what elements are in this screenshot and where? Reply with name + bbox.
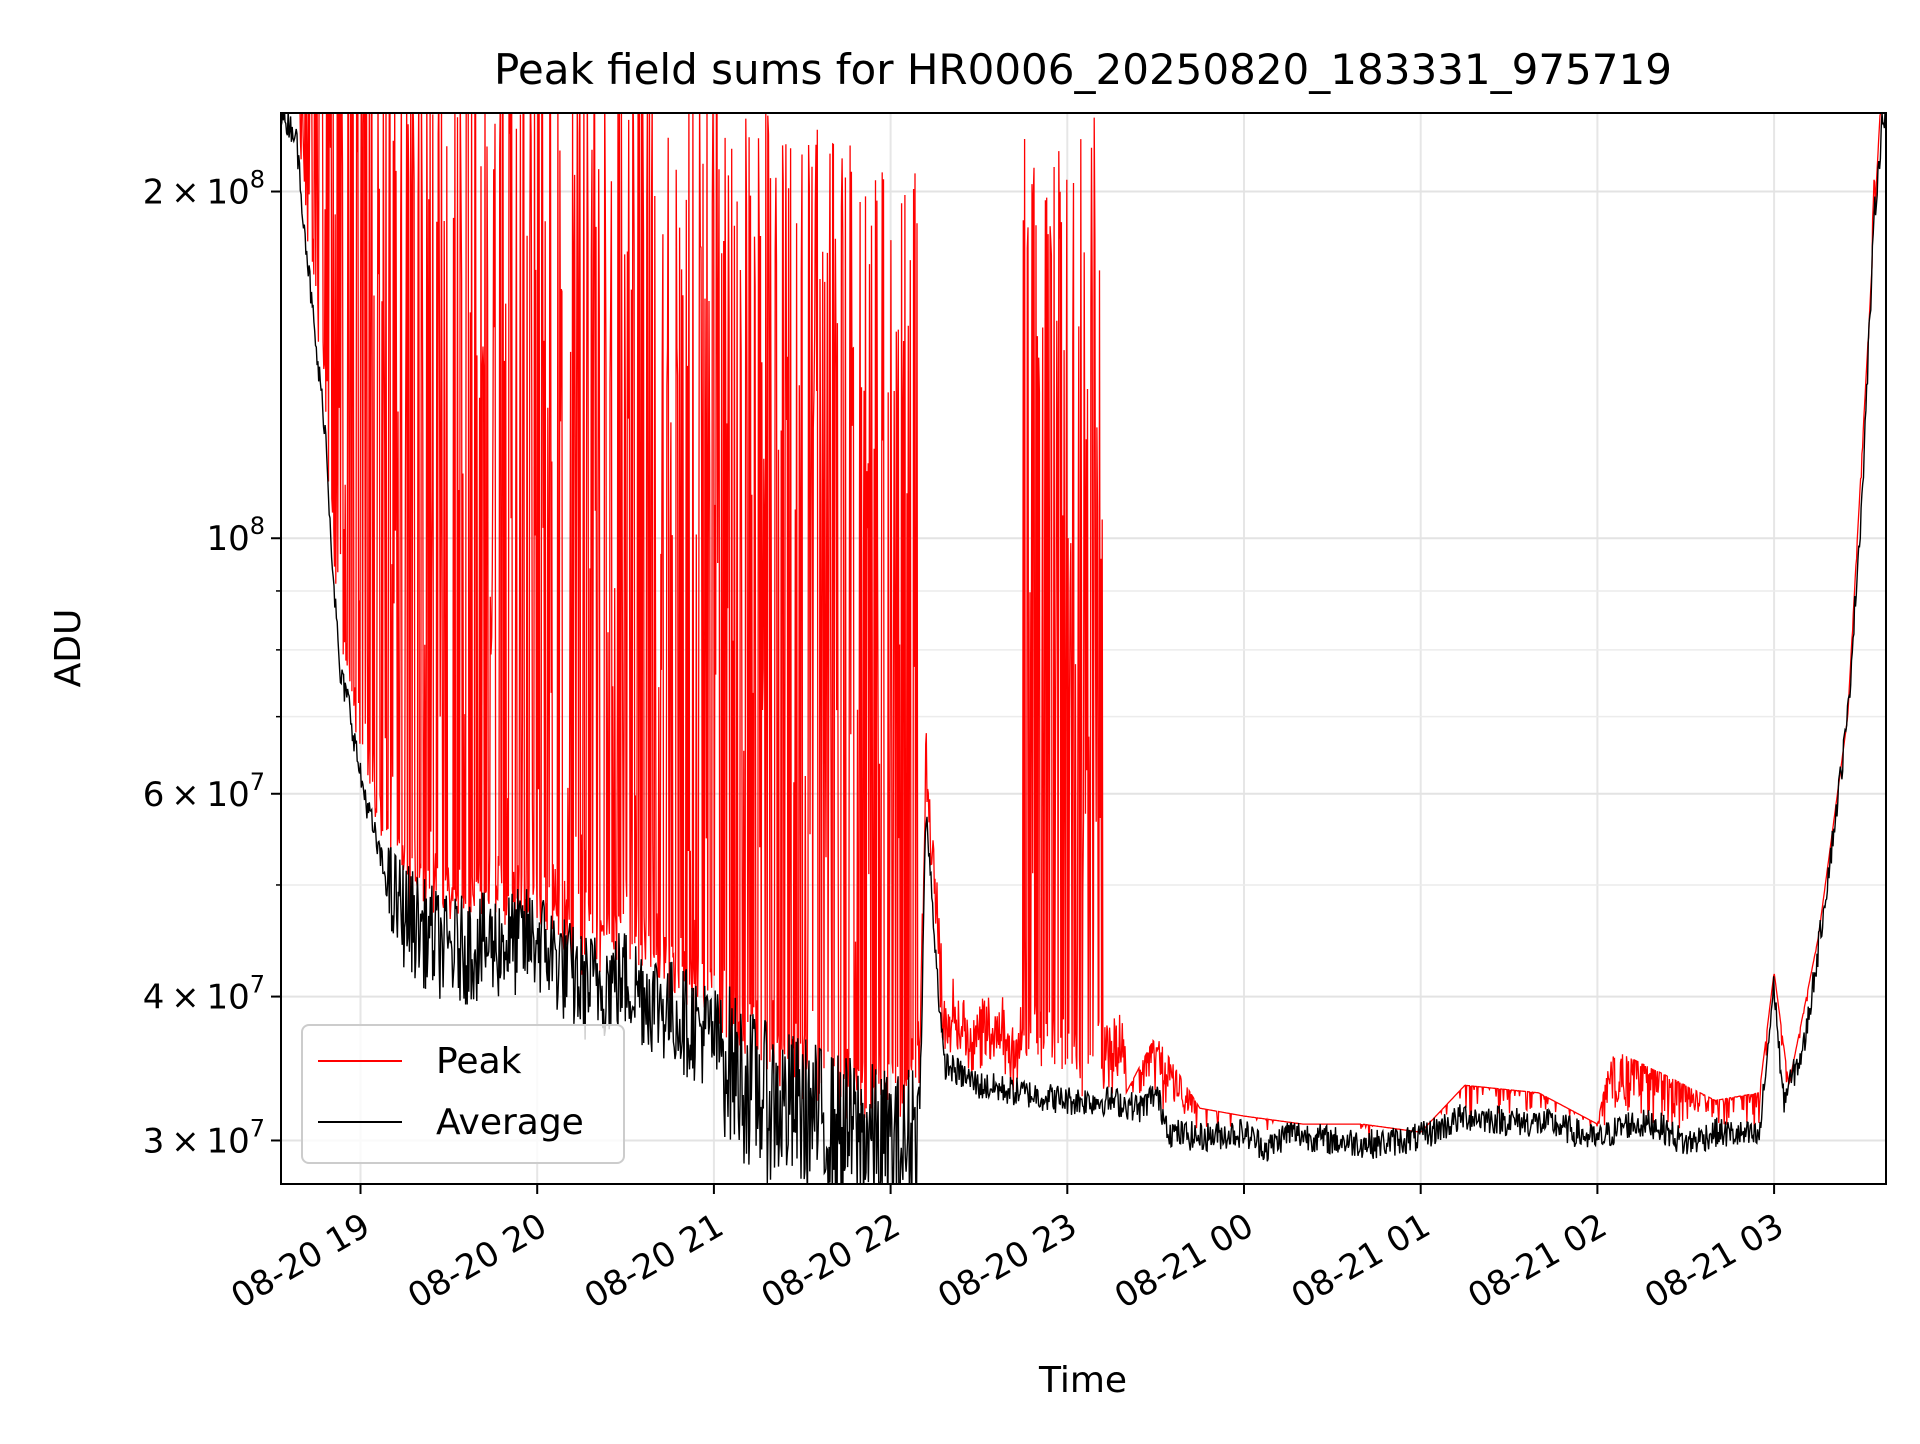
y-tick-label: 4 × 107: [143, 971, 265, 1018]
legend-box: [301, 1024, 625, 1164]
y-tick-label: 6 × 107: [143, 768, 265, 815]
legend-average-label: Average: [436, 1102, 584, 1143]
chart-title: Peak field sums for HR0006_20250820_1833…: [494, 45, 1672, 94]
average-series-line: [281, 113, 1886, 1184]
legend-peak-label: Peak: [436, 1041, 522, 1082]
peak-series-line: [281, 113, 1886, 1141]
y-tick-label: 2 × 108: [143, 166, 265, 213]
plot-frame: [280, 112, 1887, 1185]
plot-area: [281, 113, 1886, 1184]
y-axis-label: ADU: [48, 609, 89, 688]
x-axis-label: Time: [1038, 1360, 1127, 1401]
y-tick-label: 3 × 107: [143, 1114, 265, 1161]
legend: Peak Average: [301, 1024, 625, 1164]
